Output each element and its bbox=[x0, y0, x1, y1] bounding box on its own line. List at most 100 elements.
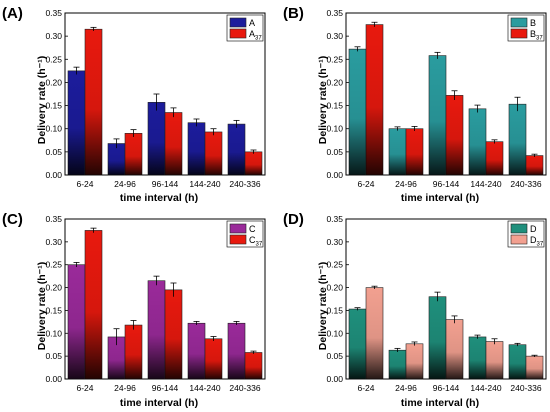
y-tick-label-c: 0.10 bbox=[45, 328, 62, 338]
y-tick-label-b: 0.10 bbox=[326, 124, 343, 134]
legend-label-b: B bbox=[530, 18, 536, 28]
bar-shade-c bbox=[68, 264, 85, 379]
bar-shade-b bbox=[389, 128, 406, 175]
y-tick-label-d: 0.00 bbox=[326, 374, 343, 384]
legend-label-sub-c: 37 bbox=[256, 242, 263, 248]
y-tick-label-b: 0.05 bbox=[326, 147, 343, 157]
legend-label-sub-a: 37 bbox=[255, 36, 262, 42]
y-tick-label-b: 0.00 bbox=[326, 170, 343, 180]
bar-shade-a bbox=[165, 112, 182, 175]
x-tick-label-a: 6-24 bbox=[76, 179, 93, 189]
legend-label-main-c: C bbox=[249, 235, 256, 245]
x-tick-label-d: 96-144 bbox=[433, 383, 460, 393]
legend-swatch-a bbox=[229, 17, 247, 28]
bar-shade-a bbox=[245, 151, 262, 175]
panel-label-a: (A) bbox=[2, 5, 23, 22]
bar-shade-a bbox=[148, 102, 165, 175]
y-axis-title-b: Delivery rate (h⁻¹) bbox=[317, 56, 329, 144]
x-tick-label-b: 96-144 bbox=[433, 179, 460, 189]
legend-label-main-d: D bbox=[530, 224, 537, 234]
bar-shade-d bbox=[526, 356, 543, 379]
x-tick-label-c: 6-24 bbox=[76, 383, 93, 393]
panel-a: (A) Delivery rate (h⁻¹) time interval (h… bbox=[2, 5, 266, 204]
y-tick-label-a: 0.35 bbox=[45, 8, 62, 18]
legend-label-main-d: D bbox=[530, 235, 537, 245]
legend-label-a: A37 bbox=[249, 29, 262, 42]
bar-shade-b bbox=[469, 108, 486, 175]
panel-label-c: (C) bbox=[2, 211, 23, 228]
x-tick-label-c: 144-240 bbox=[189, 383, 220, 393]
bar-shade-b bbox=[486, 141, 503, 175]
x-tick-label-b: 240-336 bbox=[510, 179, 541, 189]
x-tick-label-b: 6-24 bbox=[357, 179, 374, 189]
bar-shade-c bbox=[228, 323, 245, 379]
x-tick-label-d: 240-336 bbox=[510, 383, 541, 393]
bar-shade-b bbox=[509, 104, 526, 175]
y-tick-label-a: 0.20 bbox=[45, 77, 62, 87]
x-tick-label-d: 144-240 bbox=[470, 383, 501, 393]
legend-label-sub-b: 37 bbox=[536, 36, 543, 42]
x-axis-title-c: time interval (h) bbox=[120, 397, 198, 409]
bar-shade-d bbox=[366, 287, 383, 379]
y-tick-label-a: 0.30 bbox=[45, 31, 62, 41]
legend-label-c: C37 bbox=[249, 235, 263, 248]
x-tick-label-a: 240-336 bbox=[229, 179, 260, 189]
y-tick-label-c: 0.05 bbox=[45, 351, 62, 361]
legend-swatch-a bbox=[229, 28, 247, 39]
bar-shade-a bbox=[108, 143, 125, 175]
bar-shade-b bbox=[406, 128, 423, 175]
y-tick-label-c: 0.35 bbox=[45, 214, 62, 224]
bar-shade-d bbox=[486, 341, 503, 379]
legend-label-main-a: A bbox=[249, 18, 255, 28]
bar-shade-a bbox=[228, 124, 245, 175]
x-tick-label-b: 144-240 bbox=[470, 179, 501, 189]
bar-shade-b bbox=[366, 24, 383, 176]
y-tick-label-c: 0.15 bbox=[45, 305, 62, 315]
y-tick-label-b: 0.15 bbox=[326, 101, 343, 111]
bar-shade-d bbox=[509, 344, 526, 379]
x-tick-label-b: 24-96 bbox=[395, 179, 417, 189]
panel-label-d: (D) bbox=[283, 211, 304, 228]
bar-shade-b bbox=[429, 55, 446, 175]
y-axis-title-a: Delivery rate (h⁻¹) bbox=[36, 56, 48, 144]
bar-shade-b bbox=[349, 49, 366, 175]
y-tick-label-c: 0.30 bbox=[45, 237, 62, 247]
plot-area-a: 0.00 0.05 0.10 0.15 0.20 0.25 0.30 0.35 6-24 24-9… bbox=[45, 8, 266, 189]
panel-label-b: (B) bbox=[283, 5, 304, 22]
panel-d: (D) Delivery rate (h⁻¹) time interval (h… bbox=[283, 211, 547, 409]
y-tick-label-c: 0.00 bbox=[45, 374, 62, 384]
y-tick-label-d: 0.25 bbox=[326, 260, 343, 270]
bar-shade-d bbox=[406, 343, 423, 379]
y-axis-title-d: Delivery rate (h⁻¹) bbox=[317, 262, 329, 350]
panel-b: (B) Delivery rate (h⁻¹) time interval (h… bbox=[283, 5, 547, 204]
bar-shade-d bbox=[349, 309, 366, 379]
y-tick-label-a: 0.10 bbox=[45, 124, 62, 134]
y-tick-label-b: 0.25 bbox=[326, 54, 343, 64]
y-tick-label-d: 0.05 bbox=[326, 351, 343, 361]
legend-swatch-d bbox=[510, 223, 528, 234]
legend-label-c: C bbox=[249, 224, 256, 234]
y-tick-label-a: 0.05 bbox=[45, 147, 62, 157]
y-tick-label-d: 0.15 bbox=[326, 305, 343, 315]
bar-shade-a bbox=[68, 70, 85, 175]
bar-shade-d bbox=[389, 350, 406, 379]
y-tick-label-b: 0.20 bbox=[326, 77, 343, 87]
legend-label-main-c: C bbox=[249, 224, 256, 234]
bar-shade-b bbox=[526, 155, 543, 175]
legend-label-a: A bbox=[249, 18, 255, 28]
y-tick-label-c: 0.20 bbox=[45, 283, 62, 293]
x-tick-label-d: 24-96 bbox=[395, 383, 417, 393]
bar-shade-d bbox=[469, 336, 486, 379]
x-tick-label-a: 144-240 bbox=[189, 179, 220, 189]
bar-shade-c bbox=[125, 325, 142, 379]
bar-shade-c bbox=[148, 280, 165, 379]
bar-shade-c bbox=[245, 352, 262, 379]
plot-area-b: 0.00 0.05 0.10 0.15 0.20 0.25 0.30 0.35 6-24 24-9… bbox=[326, 8, 547, 189]
bar-shade-a bbox=[125, 133, 142, 175]
bar-shade-a bbox=[188, 122, 205, 175]
y-tick-label-a: 0.25 bbox=[45, 54, 62, 64]
y-tick-label-d: 0.35 bbox=[326, 214, 343, 224]
y-tick-label-a: 0.00 bbox=[45, 170, 62, 180]
legend-label-d: D bbox=[530, 224, 537, 234]
bar-shade-b bbox=[446, 95, 463, 175]
